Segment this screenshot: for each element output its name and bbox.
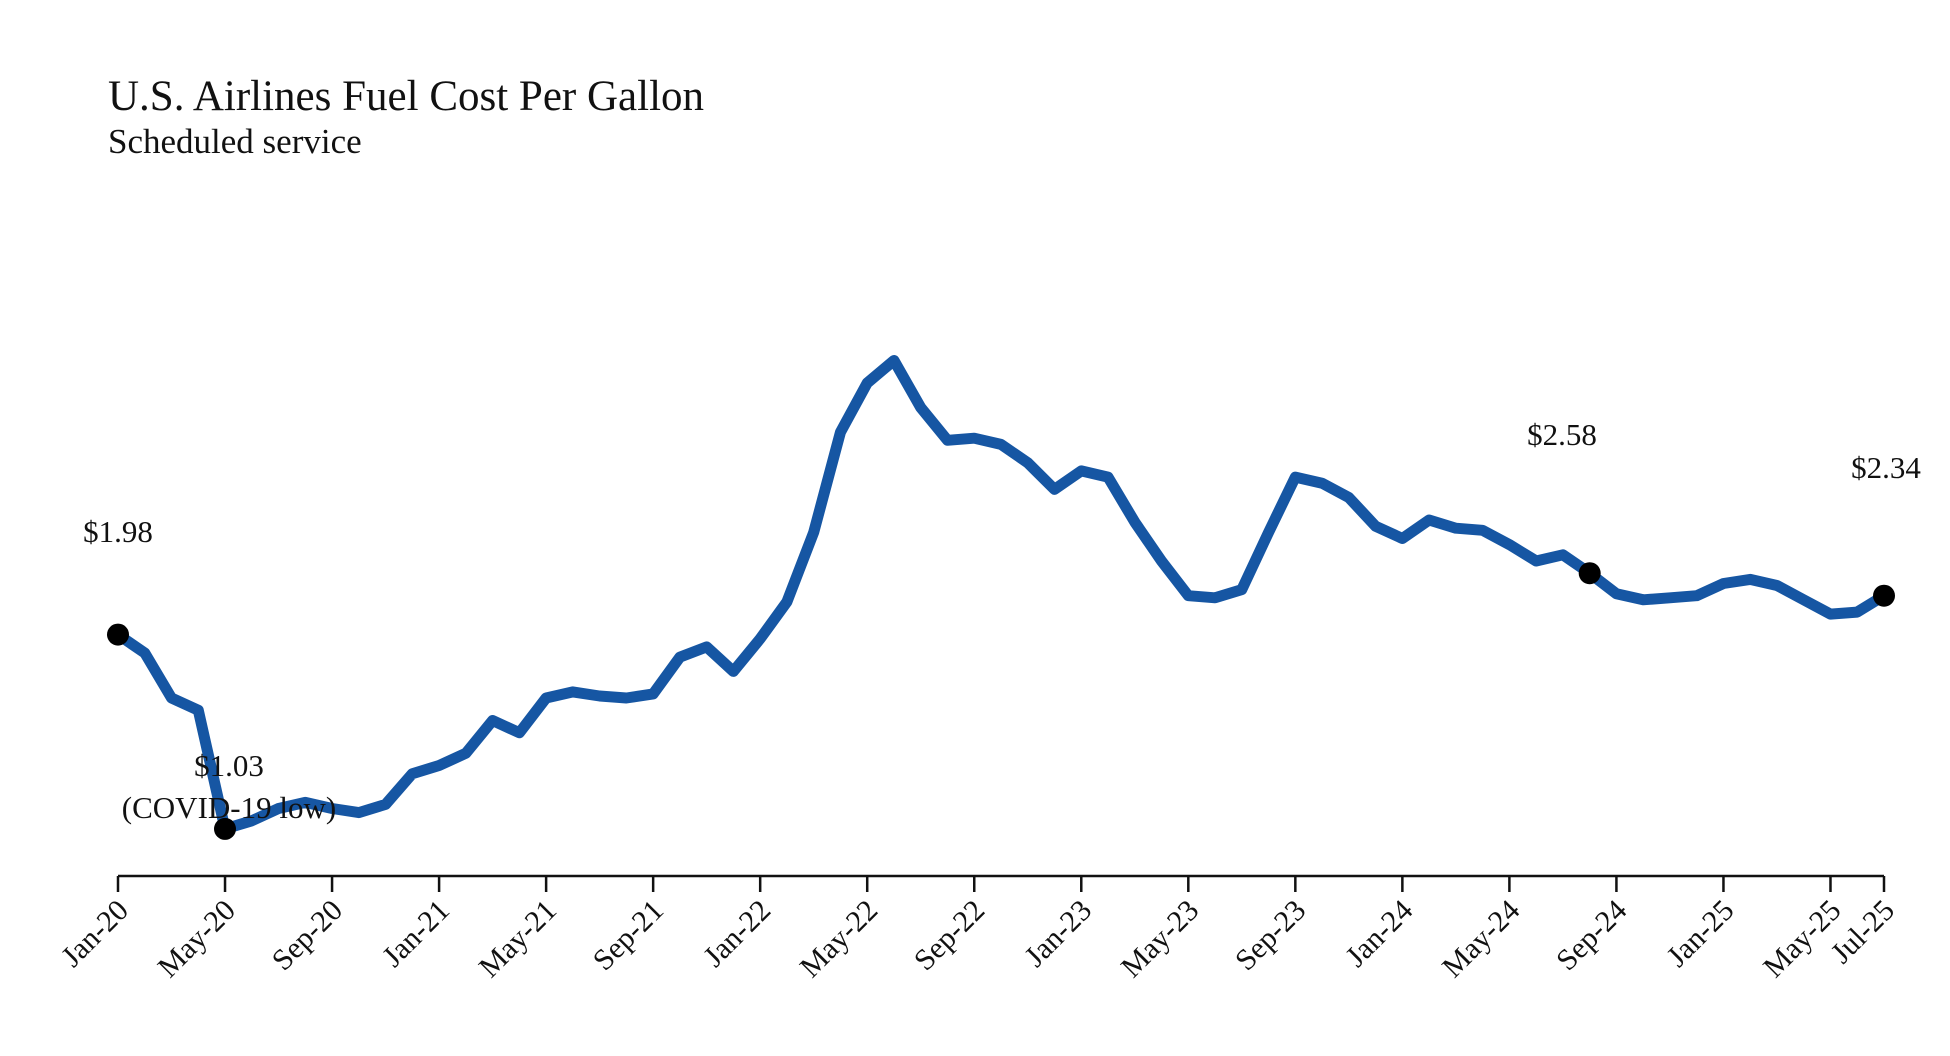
- marker-jan-20: [107, 623, 129, 646]
- fuel-cost-series-line: [112, 355, 1890, 835]
- x-tick-label-sep-23: Sep-23: [1229, 894, 1312, 977]
- x-tick-label-may-24: May-24: [1436, 894, 1526, 984]
- chart-subtitle: Scheduled service: [108, 122, 362, 161]
- x-tick-label-sep-24: Sep-24: [1550, 894, 1633, 977]
- marker-aug-24: [1578, 562, 1601, 585]
- x-tick-label-sep-20: Sep-20: [266, 894, 349, 977]
- x-tick-label-jan-24: Jan-24: [1339, 894, 1419, 974]
- x-tick-label-jan-25: Jan-25: [1661, 894, 1741, 974]
- chart-title: U.S. Airlines Fuel Cost Per Gallon: [108, 73, 704, 120]
- marker-may-20: [214, 817, 236, 840]
- x-tick-label-may-22: May-22: [794, 894, 884, 984]
- annotation-jul-25: $2.34: [1851, 450, 1921, 485]
- x-tick-label-may-21: May-21: [473, 894, 563, 984]
- x-tick-label-sep-21: Sep-21: [587, 894, 670, 977]
- x-tick-label-jan-22: Jan-22: [697, 894, 777, 974]
- annotation-covid-low-label: (COVID-19 low): [122, 790, 336, 825]
- annotation-covid-low-value: $1.03: [194, 748, 264, 783]
- x-tick-label-may-23: May-23: [1115, 894, 1205, 984]
- x-axis-ticks: [116, 876, 1886, 892]
- annotation-jan-20: $1.98: [83, 514, 153, 549]
- x-tick-label-jan-20: Jan-20: [55, 894, 135, 974]
- x-tick-label-jul-25: Jul-25: [1825, 894, 1901, 970]
- x-tick-label-jan-23: Jan-23: [1018, 894, 1098, 974]
- highlight-markers: [107, 562, 1895, 840]
- x-tick-label-jan-21: Jan-21: [376, 894, 456, 974]
- x-tick-label-may-20: May-20: [151, 894, 241, 984]
- marker-jul-25: [1873, 584, 1895, 607]
- x-tick-label-sep-22: Sep-22: [908, 894, 991, 977]
- x-axis-tick-labels: Jan-20 May-20 Sep-20 Jan-21 May-21 Sep-21 Jan-…: [55, 894, 1901, 984]
- annotation-aug-24: $2.58: [1527, 417, 1597, 452]
